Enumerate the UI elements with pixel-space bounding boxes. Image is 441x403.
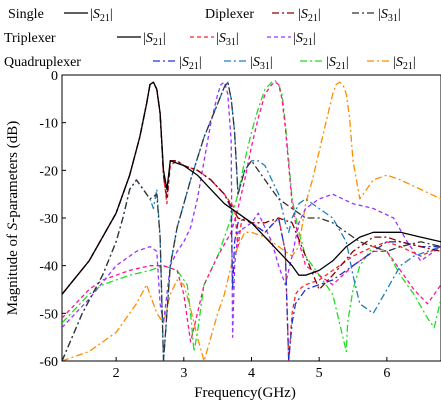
legend-item-label: |S21|: [143, 31, 166, 48]
legend-item-label: |S21|: [293, 31, 316, 48]
x-axis-title: Frequency(GHz): [194, 385, 296, 401]
x-tick-label: 5: [316, 366, 323, 381]
series-line-single-0: [62, 81, 441, 295]
legend-item-label: |S21|: [326, 55, 349, 72]
series-line-quadruplexer-2: [62, 80, 441, 353]
series-line-triplexer-1: [62, 81, 441, 361]
legend: Single |S21| Diplexer |S21| |S31| Triplexer |S…: [4, 7, 416, 72]
legend-group-label: Quadruplexer: [4, 55, 81, 70]
legend-group-label: Triplexer: [4, 31, 56, 46]
y-tick-label: -50: [39, 307, 58, 322]
y-tick-label: -30: [39, 212, 58, 227]
plot-frame: [61, 74, 441, 362]
legend-item-label: |S21|: [179, 55, 202, 72]
x-tick-label: 2: [113, 366, 120, 381]
series-line-triplexer-2: [62, 81, 441, 338]
legend-item-label: |S31|: [378, 7, 401, 24]
legend-group-label: Diplexer: [205, 7, 254, 22]
axis-layer: 0 -10 -20 -30 -40 -50 -60 2 3 4 5 6: [39, 69, 390, 381]
legend-item-label: |S21|: [393, 55, 416, 72]
x-tick-label: 6: [383, 366, 390, 381]
series-line-quadruplexer-3: [62, 81, 441, 361]
series-line-diplexer-0: [62, 81, 441, 295]
x-tick-label: 4: [248, 366, 255, 381]
y-tick-label: -40: [39, 260, 58, 275]
legend-item-label: |S31|: [250, 55, 273, 72]
series-line-quadruplexer-0: [62, 81, 441, 361]
x-tick-label: 3: [180, 366, 187, 381]
series-layer: [62, 80, 441, 361]
series-line-quadruplexer-1: [62, 81, 441, 361]
legend-group-label: Single: [8, 7, 44, 22]
y-axis-title: Magnitude of S-parameters (dB): [5, 121, 21, 316]
series-line-triplexer-3: [62, 81, 441, 343]
y-tick-label: -60: [39, 355, 58, 370]
y-axis-title-pre: Magnitude of: [5, 230, 21, 315]
y-axis-title-post: -parameters (dB): [5, 121, 21, 223]
legend-item-label: |S21|: [90, 7, 113, 24]
y-tick-label: -20: [39, 164, 58, 179]
legend-item-label: |S21|: [298, 7, 321, 24]
y-tick-label: -10: [39, 117, 58, 132]
y-tick-label: 0: [51, 69, 58, 84]
y-axis-title-italic: S: [5, 222, 21, 230]
series-line-diplexer-1: [62, 81, 441, 361]
legend-item-label: |S31|: [216, 31, 239, 48]
